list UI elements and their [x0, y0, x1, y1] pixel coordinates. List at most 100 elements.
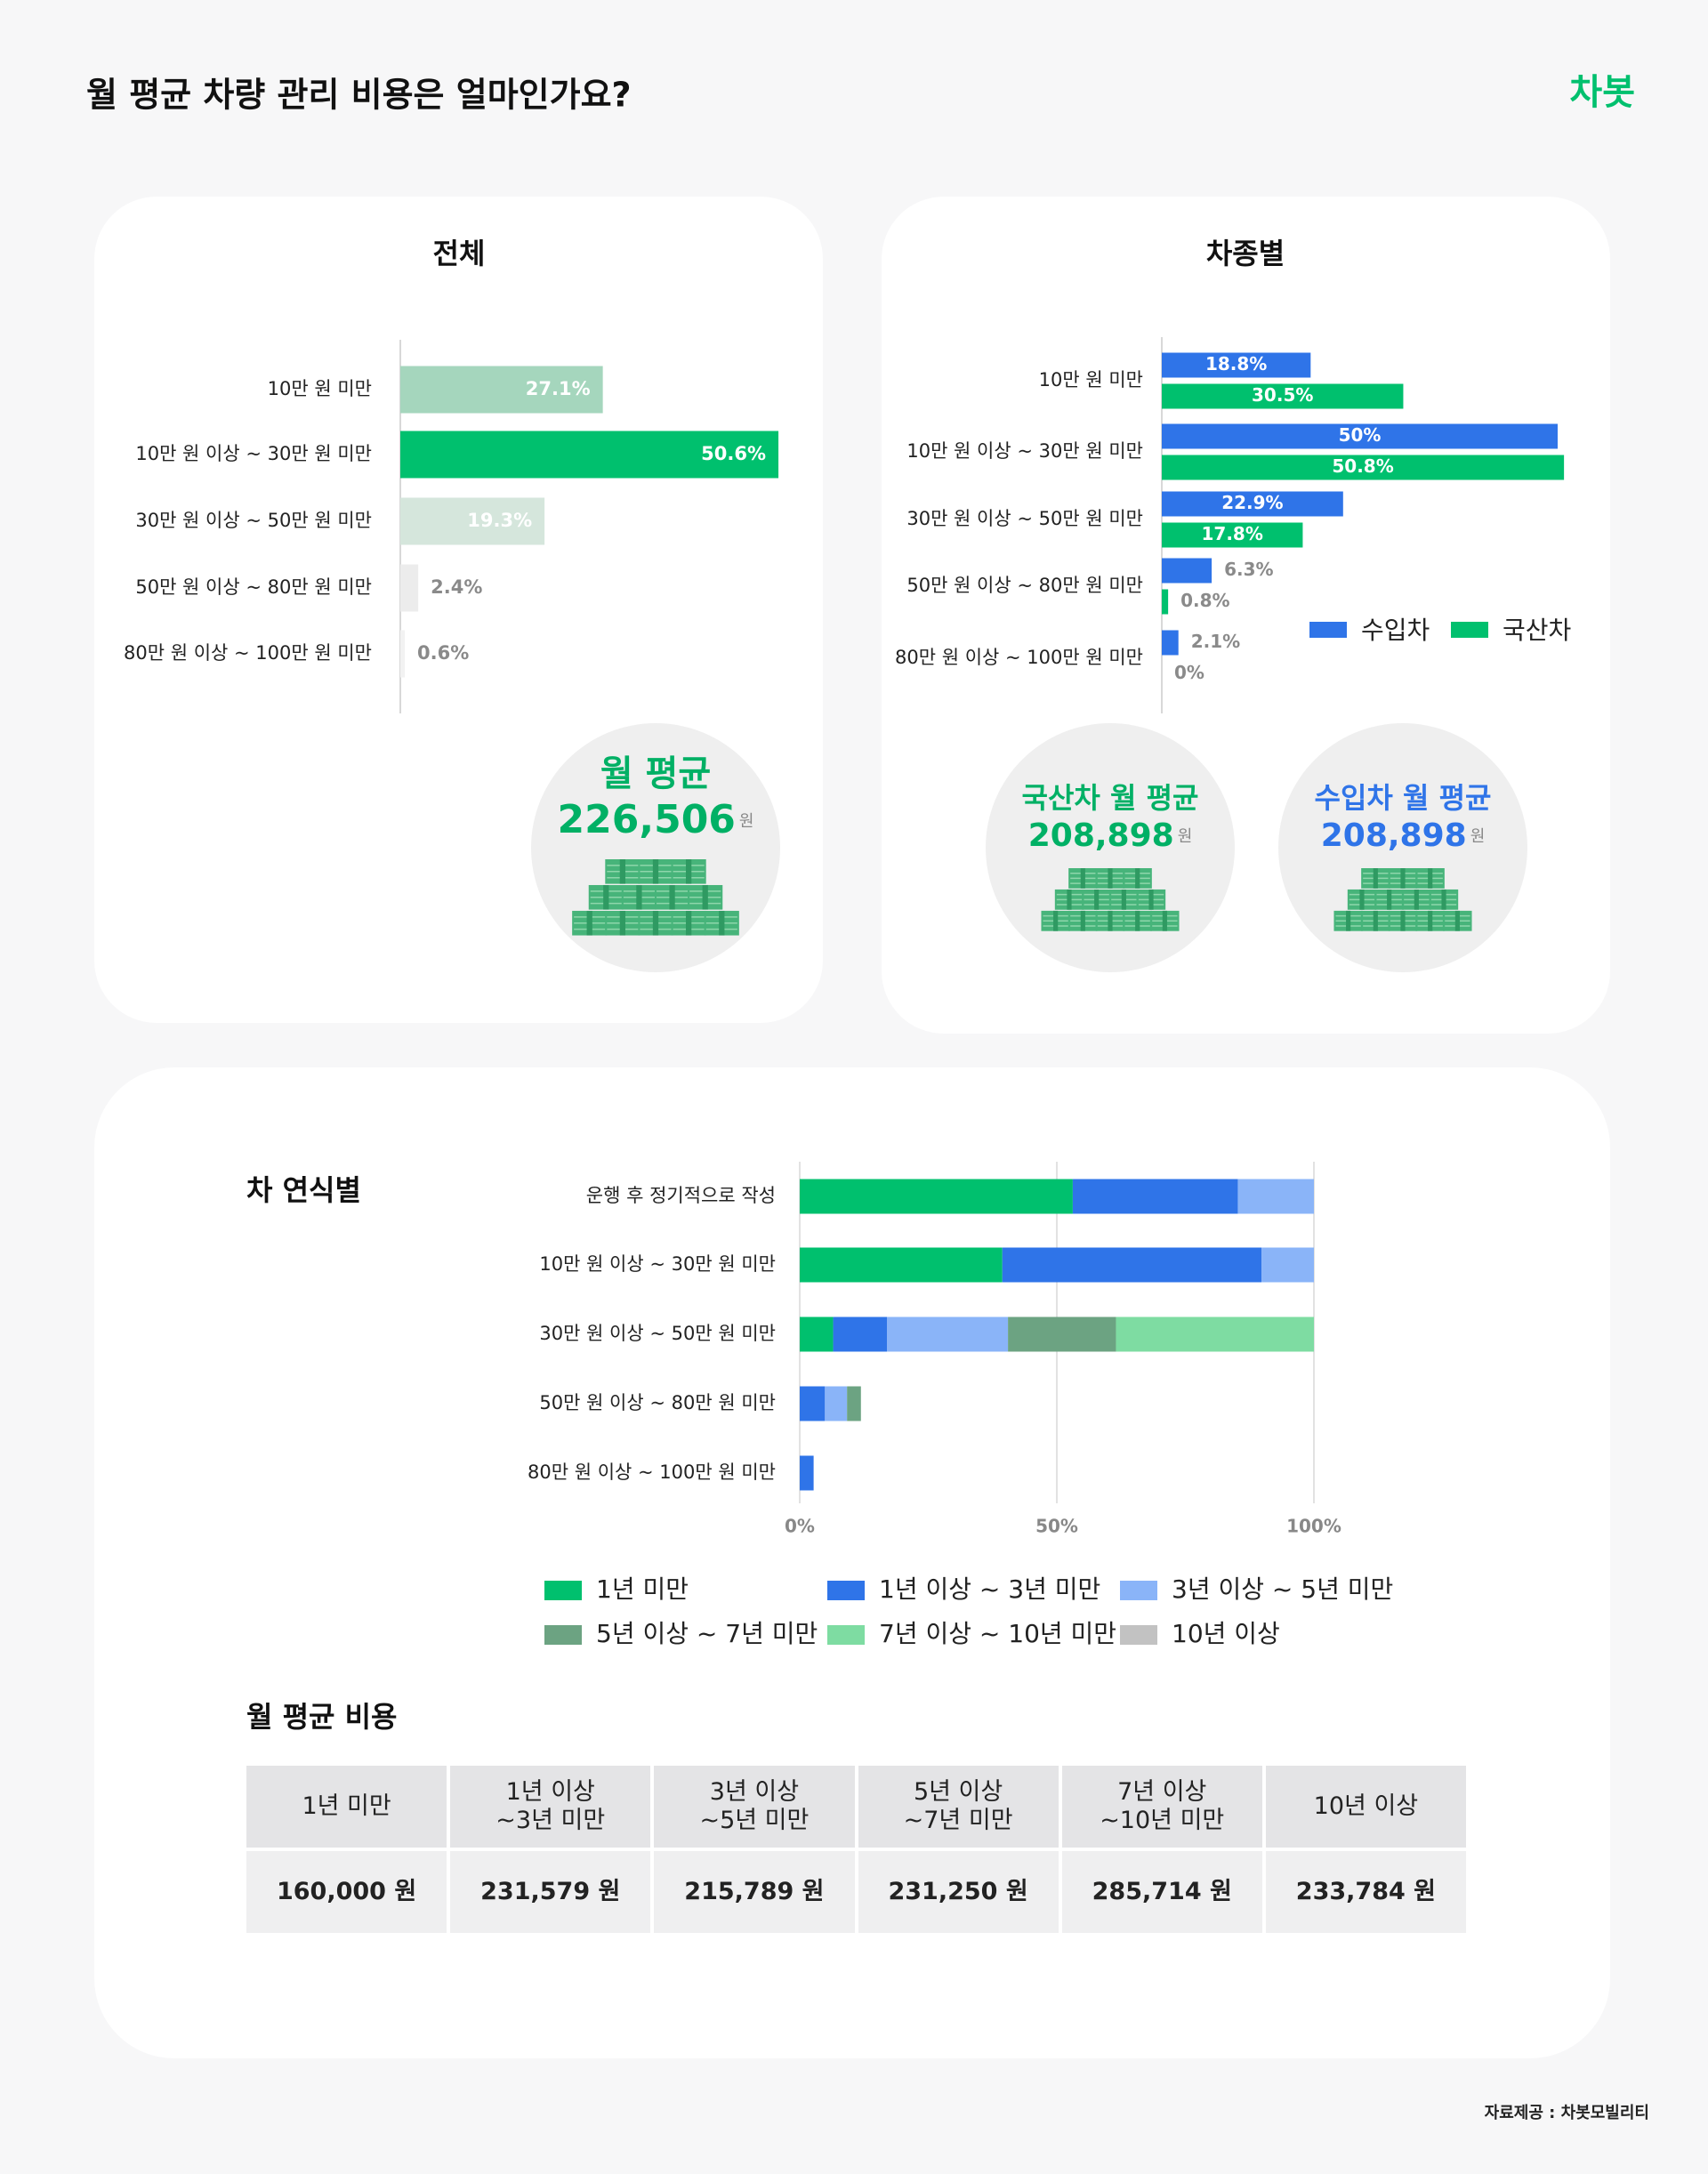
legend-swatch	[1309, 622, 1347, 638]
bar-segment	[825, 1386, 848, 1421]
value-label: 2.4%	[431, 576, 482, 598]
bar	[400, 497, 545, 545]
category-label: 30만 원 이상 ~ 50만 원 미만	[135, 510, 372, 531]
money-icon	[1346, 910, 1351, 931]
money-icon	[702, 884, 708, 910]
cost-table: 1년 미만 1년 이상 ~3년 미만 3년 이상 ~5년 미만 5년 이상 ~7년 미…	[246, 1766, 1466, 1933]
table-header: 1년 미만	[246, 1766, 447, 1848]
legend-swatch	[1120, 1581, 1157, 1600]
summary-circle	[531, 723, 780, 972]
money-icon	[1121, 889, 1126, 910]
bar-segment	[1008, 1316, 1116, 1352]
money-icon	[619, 910, 625, 936]
money-icon	[1400, 910, 1406, 931]
x-tick-label: 100%	[1286, 1516, 1341, 1537]
bar	[1162, 491, 1343, 517]
legend-label: 수입차	[1361, 616, 1430, 645]
legend-label: 7년 이상 ~ 10년 미만	[879, 1619, 1116, 1648]
value-label: 30.5%	[1252, 384, 1313, 406]
legend-swatch	[827, 1581, 865, 1600]
value-label: 22.9%	[1221, 492, 1283, 513]
money-icon	[719, 910, 725, 936]
money-icon	[1162, 910, 1167, 931]
category-label: 50만 원 이상 ~ 80만 원 미만	[906, 575, 1143, 596]
bar-segment	[1261, 1247, 1314, 1283]
bar	[1162, 522, 1303, 548]
value-label: 50%	[1339, 424, 1382, 446]
bar-segment	[847, 1386, 861, 1421]
source: 자료제공 : 차봇모빌리티	[1485, 2104, 1649, 2122]
category-label: 80만 원 이상 ~ 100만 원 미만	[528, 1461, 776, 1483]
category-label: 30만 원 이상 ~ 50만 원 미만	[906, 508, 1143, 529]
legend-swatch	[827, 1625, 865, 1645]
category-label: 10만 원 미만	[268, 378, 372, 399]
bar	[1162, 558, 1213, 584]
money-icon	[1359, 889, 1365, 910]
bar-segment	[1002, 1247, 1262, 1283]
bar-segment	[800, 1316, 834, 1352]
money-icon	[1373, 868, 1378, 889]
legend-label: 1년 이상 ~ 3년 미만	[879, 1574, 1100, 1604]
legend-label: 3년 이상 ~ 5년 미만	[1172, 1574, 1393, 1604]
money-icon	[1373, 910, 1378, 931]
bar	[1162, 589, 1169, 615]
value-label: 50.6%	[701, 443, 766, 464]
money-icon	[1080, 868, 1085, 889]
value-label: 0.8%	[1180, 590, 1229, 611]
money-icon	[1053, 910, 1059, 931]
money-icon	[603, 884, 609, 910]
value-label: 6.3%	[1224, 559, 1273, 580]
bar-segment	[887, 1316, 1009, 1352]
table-cell: 160,000 원	[246, 1851, 447, 1933]
logo: 차봇	[1569, 72, 1635, 113]
bar	[400, 431, 779, 479]
value-label: 27.1%	[526, 378, 591, 399]
money-icon	[686, 859, 692, 884]
money-icon	[1414, 889, 1419, 910]
category-label: 80만 원 이상 ~ 100만 원 미만	[124, 642, 372, 664]
bar-segment	[800, 1179, 1073, 1214]
table-cell: 231,250 원	[858, 1851, 1059, 1933]
summary-unit: 원	[739, 812, 754, 831]
summary-number: 226,506	[558, 797, 736, 842]
bar	[400, 630, 406, 678]
category-label: 80만 원 이상 ~ 100만 원 미만	[895, 647, 1143, 668]
legend-swatch	[544, 1625, 582, 1645]
chart-title: 전체	[433, 237, 486, 270]
bar	[1162, 455, 1565, 480]
money-icon	[652, 910, 659, 936]
bar-segment	[1072, 1179, 1238, 1214]
bar-segment	[800, 1386, 826, 1421]
value-label: 50.8%	[1332, 455, 1393, 477]
legend-label: 1년 미만	[596, 1574, 689, 1604]
summary-circle	[1278, 723, 1527, 972]
summary-number: 208,898	[1321, 817, 1467, 854]
money-icon	[1428, 868, 1433, 889]
chart-title: 차 연식별	[246, 1173, 361, 1207]
legend-swatch	[1451, 622, 1488, 638]
money-icon	[1387, 889, 1392, 910]
summary-unit: 원	[1178, 827, 1193, 846]
money-icon	[669, 884, 675, 910]
table-cell: 233,784 원	[1265, 1851, 1466, 1933]
x-tick-label: 50%	[1035, 1516, 1078, 1537]
category-label: 10만 원 이상 ~ 30만 원 미만	[135, 443, 372, 464]
value-label: 0%	[1174, 662, 1204, 683]
chart-title: 차종별	[1206, 237, 1285, 270]
money-icon	[1428, 910, 1433, 931]
money-icon	[1135, 868, 1140, 889]
x-tick-label: 0%	[785, 1516, 815, 1537]
bar	[1162, 352, 1311, 378]
money-icon	[1108, 910, 1113, 931]
legend-label: 5년 이상 ~ 7년 미만	[596, 1619, 818, 1648]
summary-value: 208,898 원	[1028, 817, 1193, 854]
category-label: 30만 원 이상 ~ 50만 원 미만	[539, 1323, 776, 1344]
summary-value: 226,506 원	[558, 797, 754, 842]
money-icon	[686, 910, 692, 936]
bar-segment	[800, 1455, 814, 1491]
money-icon	[586, 910, 592, 936]
money-icon	[1094, 889, 1100, 910]
money-icon	[1067, 889, 1072, 910]
bar	[400, 564, 419, 612]
